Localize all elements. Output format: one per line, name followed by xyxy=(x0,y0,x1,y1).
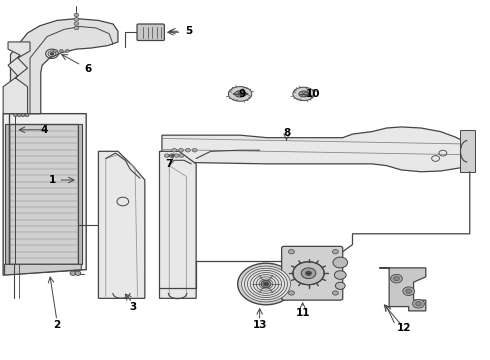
Polygon shape xyxy=(10,19,118,114)
Circle shape xyxy=(333,257,347,268)
Circle shape xyxy=(59,49,63,52)
Circle shape xyxy=(289,249,294,254)
Text: 6: 6 xyxy=(84,64,91,74)
Circle shape xyxy=(13,114,17,117)
Circle shape xyxy=(332,249,338,254)
Circle shape xyxy=(334,271,346,279)
Polygon shape xyxy=(162,127,475,172)
Text: 12: 12 xyxy=(396,323,411,333)
Circle shape xyxy=(74,26,79,30)
Circle shape xyxy=(332,291,338,295)
Circle shape xyxy=(413,300,424,308)
Circle shape xyxy=(174,154,179,157)
Circle shape xyxy=(164,154,169,157)
Circle shape xyxy=(53,49,57,52)
Polygon shape xyxy=(3,114,86,275)
Circle shape xyxy=(178,148,183,152)
Circle shape xyxy=(74,22,79,26)
Text: 5: 5 xyxy=(185,26,193,36)
Circle shape xyxy=(70,271,76,275)
Polygon shape xyxy=(3,42,30,114)
Circle shape xyxy=(25,114,29,117)
Circle shape xyxy=(242,266,291,302)
Circle shape xyxy=(301,268,316,279)
Circle shape xyxy=(172,148,176,152)
Circle shape xyxy=(74,18,79,21)
FancyBboxPatch shape xyxy=(282,246,343,300)
Circle shape xyxy=(179,154,184,157)
Circle shape xyxy=(293,262,324,285)
Text: 7: 7 xyxy=(166,159,173,169)
Circle shape xyxy=(238,263,294,305)
Circle shape xyxy=(264,282,269,286)
Bar xyxy=(9,125,78,264)
Polygon shape xyxy=(460,130,475,172)
Text: 8: 8 xyxy=(283,129,290,138)
Circle shape xyxy=(416,302,421,306)
Text: 3: 3 xyxy=(129,302,136,312)
Polygon shape xyxy=(159,151,196,298)
Circle shape xyxy=(74,13,79,17)
Circle shape xyxy=(21,114,25,117)
Circle shape xyxy=(261,280,271,288)
Circle shape xyxy=(289,291,294,295)
Circle shape xyxy=(393,276,399,281)
Bar xyxy=(78,125,82,264)
Circle shape xyxy=(192,148,197,152)
Text: 1: 1 xyxy=(49,175,56,185)
Circle shape xyxy=(403,287,415,296)
Text: 2: 2 xyxy=(53,320,60,330)
Circle shape xyxy=(17,114,21,117)
Text: 11: 11 xyxy=(295,308,310,318)
Ellipse shape xyxy=(299,91,309,97)
Text: 4: 4 xyxy=(40,125,48,135)
Bar xyxy=(4,125,9,264)
Circle shape xyxy=(75,271,81,275)
Ellipse shape xyxy=(235,91,245,97)
Circle shape xyxy=(391,274,402,283)
Circle shape xyxy=(406,289,412,293)
Ellipse shape xyxy=(228,87,252,101)
Text: 13: 13 xyxy=(252,320,267,330)
FancyBboxPatch shape xyxy=(137,24,164,41)
Circle shape xyxy=(65,49,69,52)
Circle shape xyxy=(169,154,174,157)
Circle shape xyxy=(50,52,54,55)
Polygon shape xyxy=(379,268,426,311)
Ellipse shape xyxy=(293,87,315,101)
Circle shape xyxy=(306,271,312,275)
Circle shape xyxy=(185,148,190,152)
Text: 10: 10 xyxy=(306,89,320,99)
Text: 9: 9 xyxy=(239,89,246,99)
Circle shape xyxy=(335,282,345,289)
Polygon shape xyxy=(98,151,145,298)
Polygon shape xyxy=(4,264,81,275)
